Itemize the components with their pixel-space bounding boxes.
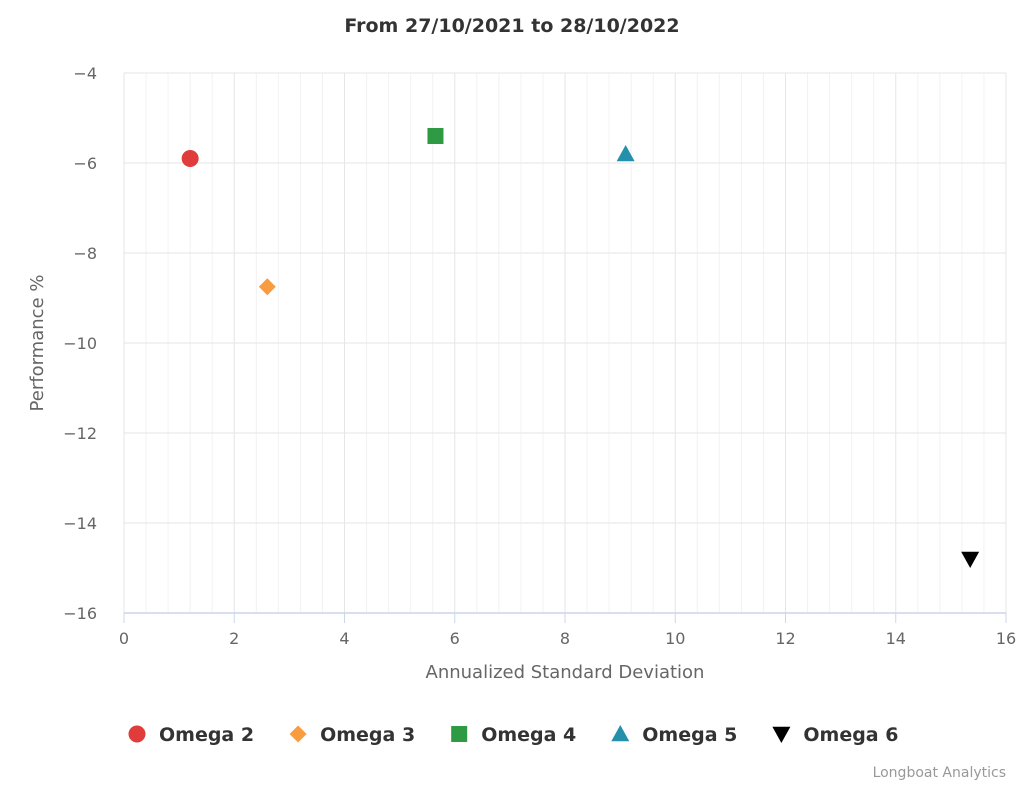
legend-item-omega-4[interactable]: Omega 4 [451,724,576,746]
legend-item-omega-2[interactable]: Omega 2 [128,724,255,746]
y-tick-label: −16 [63,604,97,623]
y-tick-label: −14 [63,514,97,533]
x-tick-label: 0 [119,629,129,648]
legend-item-omega-6[interactable]: Omega 6 [772,724,898,746]
legend-symbol-omega-2[interactable] [128,725,146,743]
data-points [181,128,980,568]
x-tick-label: 10 [665,629,685,648]
legend: Omega 2 Omega 3 Omega 4 Omega 5 Omega 6 [128,724,898,746]
axes: 0 2 4 6 8 10 12 14 16 −4 −6 −8 −10 −12 −14 −16 [63,64,1016,648]
legend-symbol-omega-6[interactable] [772,726,791,743]
x-tick-label: 6 [450,629,460,648]
data-point-omega-2[interactable] [181,150,199,167]
legend-item-omega-5[interactable]: Omega 5 [611,724,737,746]
x-axis-title: Annualized Standard Deviation [426,662,705,683]
y-tick-label: −12 [63,424,97,443]
x-tick-label: 14 [886,629,906,648]
x-tick-label: 12 [775,629,795,648]
legend-label: Omega 4 [481,724,576,746]
legend-symbol-omega-4[interactable] [451,726,468,742]
y-tick-label: −8 [73,244,97,263]
legend-label: Omega 6 [803,724,898,746]
grid [123,72,1007,614]
data-point-omega-6[interactable] [961,551,980,568]
legend-symbol-omega-3[interactable] [289,725,307,743]
legend-symbol-omega-5[interactable] [611,725,630,742]
y-tick-label: −4 [73,64,97,83]
x-tick-label: 2 [229,629,239,648]
data-point-omega-5[interactable] [616,145,635,162]
x-tick-label: 4 [339,629,349,648]
y-tick-label: −6 [73,154,97,173]
x-tick-label: 16 [996,629,1016,648]
credits-link[interactable]: Longboat Analytics [873,765,1006,781]
data-point-omega-4[interactable] [427,128,444,144]
chart-title: From 27/10/2021 to 28/10/2022 [344,15,679,37]
legend-item-omega-3[interactable]: Omega 3 [289,724,416,746]
data-point-omega-3[interactable] [258,278,276,296]
legend-label: Omega 3 [320,724,415,746]
y-axis-title: Performance % [27,275,48,412]
legend-label: Omega 5 [642,724,737,746]
legend-label: Omega 2 [159,724,254,746]
x-tick-label: 8 [560,629,570,648]
y-tick-label: −10 [63,334,97,353]
